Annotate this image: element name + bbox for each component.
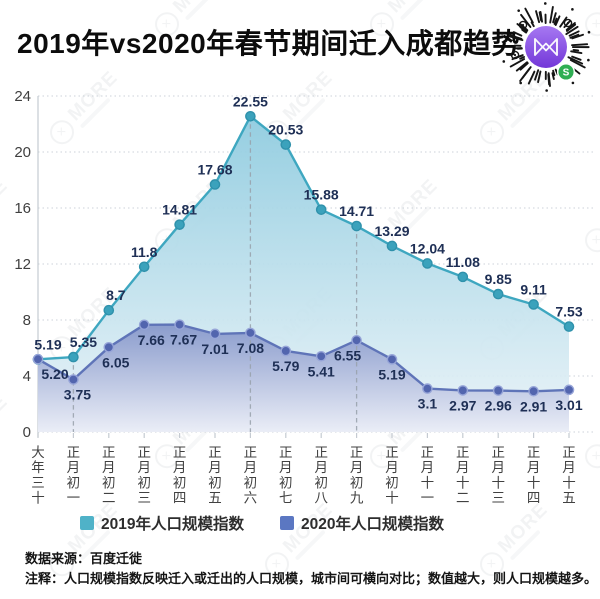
value-label: 17.68 <box>197 161 232 177</box>
value-label: 3.01 <box>555 397 582 413</box>
value-label: 7.01 <box>201 341 228 357</box>
qr-code: S <box>500 2 591 92</box>
x-axis-labels: 大年三十 正月初一 正月初二 正月初三 正月初四 正月初五 正月初六 正月初七 正月初八 正月初九… <box>31 445 576 506</box>
y-grid: 0 4 8 12 16 20 24 <box>14 88 594 441</box>
x-tick-label: 正月初一 <box>67 445 81 506</box>
note-text: 注释：人口规模指数反映迁入或迁出的人口规模，城市间可横向对比；数值越大，则人口规… <box>25 571 598 586</box>
value-label: 5.19 <box>378 366 405 382</box>
x-tick-label: 大年三十 <box>31 445 45 506</box>
badge-glyph: S <box>563 68 570 79</box>
y-tick-label: 24 <box>14 88 31 105</box>
x-tick-label: 正月初五 <box>208 445 222 506</box>
legend-item-2019: 2019年人口规模指数 <box>80 512 244 534</box>
guide-lines <box>72 116 358 432</box>
value-label: 3.1 <box>418 396 438 412</box>
value-label: 11.08 <box>446 254 480 270</box>
x-tick-label: 正月初八 <box>314 445 328 506</box>
x-tick-label: 正月十三 <box>491 445 505 506</box>
value-label: 2.91 <box>520 398 547 414</box>
y-tick-label: 12 <box>14 256 31 273</box>
more-logo-icon <box>534 38 558 56</box>
x-tick-label: 正月初十 <box>385 445 399 506</box>
legend-swatch-2019 <box>80 516 95 530</box>
value-label: 14.71 <box>339 203 374 219</box>
x-tick-label: 正月初三 <box>137 445 151 506</box>
value-label: 22.55 <box>233 93 268 109</box>
value-label: 11.8 <box>131 244 158 260</box>
trend-chart: 0 4 8 12 16 20 24 5.19 5.35 8.7 11.8 14.81 17.68 22.5… <box>14 88 594 506</box>
x-tick-label: 正月初九 <box>350 445 364 506</box>
value-label: 6.55 <box>334 347 361 363</box>
line-series-1 <box>37 323 570 393</box>
value-label: 15.88 <box>304 187 339 203</box>
value-label: 5.20 <box>41 366 68 382</box>
value-label: 5.19 <box>34 336 61 352</box>
markers-series-1 <box>32 319 575 397</box>
value-label: 12.04 <box>410 240 445 256</box>
x-tick-label: 正月初六 <box>244 445 258 506</box>
chart-legend: 2019年人口规模指数 2020年人口规模指数 <box>0 512 562 534</box>
value-label: 9.11 <box>520 281 547 297</box>
y-tick-label: 16 <box>14 200 31 217</box>
value-label: 5.79 <box>272 358 299 374</box>
legend-label-2019: 2019年人口规模指数 <box>101 516 244 533</box>
y-tick-label: 8 <box>23 312 31 329</box>
x-tick-label: 正月十一 <box>421 445 435 506</box>
y-tick-label: 4 <box>23 368 31 385</box>
legend-item-2020: 2020年人口规模指数 <box>280 512 444 534</box>
x-tick-label: 正月初四 <box>173 445 187 506</box>
value-label: 2.96 <box>485 398 512 414</box>
value-label: 2.97 <box>449 397 476 413</box>
legend-label-2020: 2020年人口规模指数 <box>301 516 444 533</box>
x-tick-label: 正月十五 <box>562 445 576 506</box>
value-label: 5.35 <box>70 334 97 350</box>
value-label: 6.05 <box>102 354 129 370</box>
qr-core <box>525 26 567 68</box>
value-label: 9.85 <box>485 271 512 287</box>
x-tick-label: 正月十四 <box>527 445 541 506</box>
line-series-0 <box>37 115 570 361</box>
value-label: 7.66 <box>138 332 165 348</box>
x-tick-label: 正月初二 <box>102 445 116 506</box>
value-label: 7.67 <box>170 332 197 348</box>
data-source-text: 数据来源：百度迁徙 <box>25 551 143 566</box>
legend-swatch-2020 <box>280 516 294 530</box>
value-label: 13.29 <box>374 223 409 239</box>
value-label: 8.7 <box>106 287 126 303</box>
page-title: 2019年vs2020年春节期间迁入成都趋势 <box>17 28 520 59</box>
badge-icon <box>556 62 576 82</box>
area-series-1 <box>38 324 569 432</box>
value-label: 7.08 <box>237 340 264 356</box>
value-label: 7.53 <box>555 304 582 320</box>
value-label: 5.41 <box>308 363 335 379</box>
value-label: 20.53 <box>268 122 303 138</box>
y-tick-label: 0 <box>23 424 31 441</box>
y-tick-label: 20 <box>14 144 31 161</box>
footer-notes: 数据来源：百度迁徙 注释：人口规模指数反映迁入或迁出的人口规模，城市间可横向对比… <box>25 549 597 589</box>
x-tick-label: 正月初七 <box>279 445 293 506</box>
value-label: 14.81 <box>162 202 197 218</box>
value-label: 3.75 <box>64 387 91 403</box>
value-labels-series-1: 5.20 3.75 6.05 7.66 7.677.01 7.08 5.79 5.416.55… <box>41 332 582 415</box>
x-tick-label: 正月十二 <box>456 445 470 506</box>
